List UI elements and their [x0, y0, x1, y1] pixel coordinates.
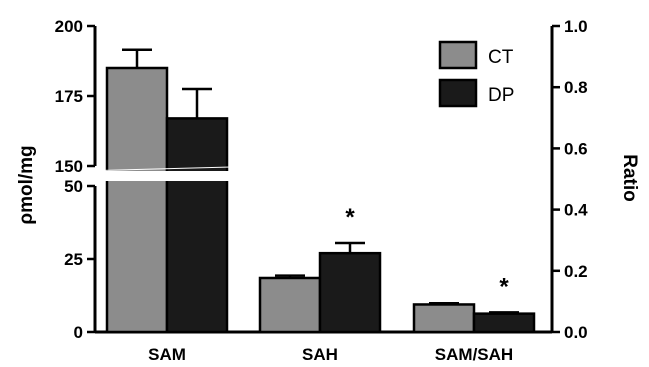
y-right-tick-label: 1.0: [564, 17, 588, 36]
legend-label-dp: DP: [488, 85, 514, 106]
bar-ct-sam: [105, 66, 169, 334]
y-left-tick-label: 25: [64, 250, 83, 269]
y-right-axis-title: Ratio: [619, 154, 640, 202]
y-right-tick-label: 0.0: [564, 323, 588, 342]
bar-ct-sah: [258, 276, 322, 334]
legend: CT DP: [438, 40, 514, 108]
y-left-tick-label: 50: [64, 177, 83, 196]
legend-swatch-ct: [438, 40, 478, 70]
legend-swatch-dp: [438, 78, 478, 108]
y-right-tick-label: 0.8: [564, 78, 588, 97]
y-right-tick-label: 0.2: [564, 262, 588, 281]
y-left-tick-label: 150: [55, 157, 83, 176]
bar-dp-sam: [165, 117, 229, 334]
bar-dp-sam-sah: [472, 312, 536, 334]
significance-marker: *: [345, 204, 355, 231]
legend-label-ct: CT: [488, 47, 514, 68]
y-right-tick-label: 0.6: [564, 139, 588, 158]
bars: **: [80, 48, 536, 334]
y-left-tick-label: 200: [55, 17, 83, 36]
bar-dp-sah: [318, 251, 382, 334]
y-right-tick-label: 0.4: [564, 201, 588, 220]
x-category-label: SAM/SAH: [435, 345, 513, 364]
y-left-axis-title: ρmol/mg: [16, 145, 37, 224]
y-left-tick-label: 175: [55, 87, 83, 106]
significance-marker: *: [499, 273, 509, 300]
axis-break: [81, 171, 231, 181]
y-left-tick-label: 0: [74, 323, 83, 342]
bar-ct-sam-sah: [412, 303, 476, 334]
axis-break-edge: [80, 166, 232, 172]
x-category-label: SAM: [148, 345, 186, 364]
x-category-label: SAH: [302, 345, 338, 364]
